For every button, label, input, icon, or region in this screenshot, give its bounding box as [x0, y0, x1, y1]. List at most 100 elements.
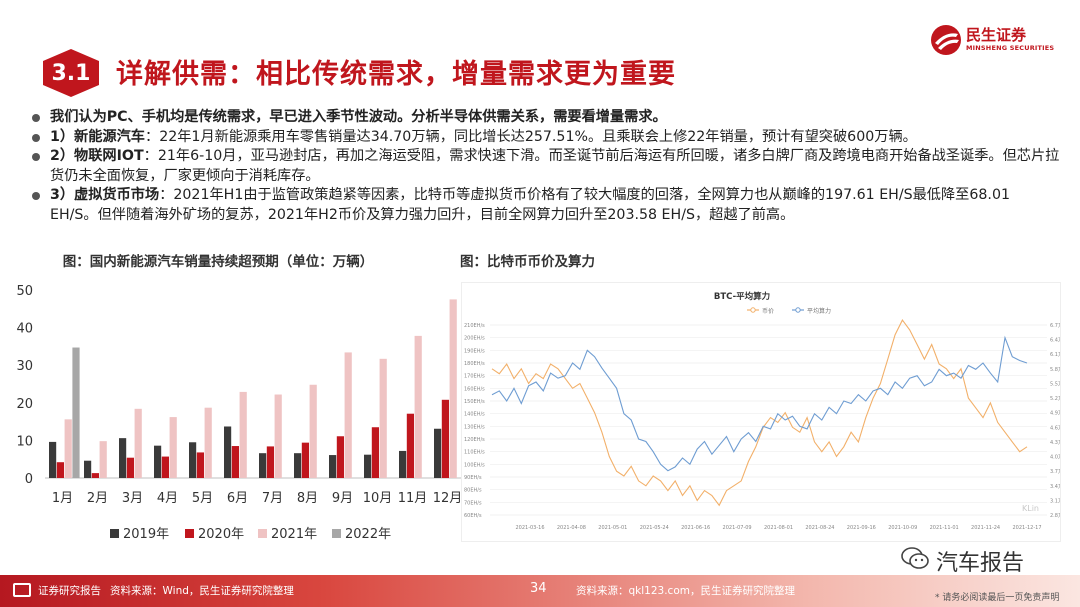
legend-swatch: [258, 529, 267, 538]
btc-x-tick-label: 2021-03-16: [515, 525, 544, 531]
bar: [309, 384, 317, 478]
legend-swatch: [185, 529, 194, 538]
bar: [189, 442, 197, 478]
btc-y-left-label: 200EH/s: [464, 336, 485, 342]
x-tick-label: 5月: [192, 491, 213, 506]
btc-x-tick-label: 2021-10-09: [888, 525, 917, 531]
report-book-icon: [13, 583, 31, 597]
btc-y-right-label: 3.7万: [1050, 469, 1060, 475]
legend-label: 2020年: [198, 527, 244, 542]
bullet-dot-icon: [32, 133, 40, 142]
bullet-dot-icon: [32, 114, 40, 122]
watermark-text: 汽车报告: [936, 551, 1025, 576]
btc-x-tick-label: 2021-05-24: [640, 525, 669, 531]
logo-name-cn: 民生证券: [966, 26, 1027, 44]
y-tick-label: 20: [16, 397, 33, 412]
btc-y-right-label: 6.4万: [1050, 338, 1060, 344]
btc-y-right-label: 4.3万: [1050, 440, 1060, 446]
x-tick-label: 1月: [52, 491, 73, 506]
btc-y-left-label: 70EH/s: [464, 500, 482, 506]
bar: [204, 407, 212, 478]
x-tick-label: 6月: [227, 491, 248, 506]
btc-x-tick-label: 2021-11-01: [930, 525, 959, 531]
btc-x-tick-label: 2021-11-24: [971, 525, 1000, 531]
disclaimer-note: * 请务必阅读最后一页免责声明: [935, 593, 1060, 603]
btc-y-left-label: 140EH/s: [464, 412, 485, 418]
x-tick-label: 8月: [297, 491, 318, 506]
y-tick-label: 40: [16, 322, 33, 337]
bullet-dot-icon: [32, 192, 40, 200]
bar: [72, 347, 80, 478]
legend-label: 2022年: [345, 527, 391, 542]
x-tick-label: 11月: [398, 491, 428, 506]
left-chart-caption: 图：国内新能源汽车销量持续超预期（单位：万辆）: [62, 254, 374, 270]
btc-series-line: [491, 335, 1028, 472]
btc-x-tick-label: 2021-05-01: [598, 525, 627, 531]
btc-y-left-label: 160EH/s: [464, 386, 485, 392]
footer-bar: 证券研究报告 资料来源：Wind，民生证券研究院整理 34 资料来源：qkl12…: [0, 575, 1080, 607]
bar: [91, 473, 99, 478]
bar: [56, 462, 64, 478]
bullet-text: ：22年1月新能源乘用车零售销量达34.70万辆，同比增长达257.51%。且乘…: [145, 128, 917, 145]
btc-chart-title: BTC-平均算力: [714, 291, 770, 302]
bar: [239, 391, 247, 478]
bar: [434, 428, 442, 478]
btc-y-left-label: 180EH/s: [464, 361, 485, 367]
btc-y-right-label: 4.9万: [1050, 411, 1060, 417]
bullet-list: 我们认为PC、手机均是传统需求，早已进入季节性波动。分析半导体供需关系，需要看增…: [30, 108, 1060, 225]
x-tick-label: 2月: [87, 491, 108, 506]
wechat-icon: [901, 547, 929, 569]
bar: [301, 442, 309, 478]
bar: [64, 419, 72, 478]
x-tick-label: 10月: [363, 491, 393, 506]
btc-x-tick-label: 2021-04-08: [557, 525, 586, 531]
btc-chart-panel: BTC-平均算力 币价 平均算力 210EH/s 200EH/s 190EH/s 180EH…: [462, 283, 1063, 541]
btc-watermark: KLin: [1022, 504, 1039, 513]
x-tick-label: 7月: [262, 491, 283, 506]
bar: [329, 455, 337, 478]
btc-x-tick-label: 2021-06-16: [681, 525, 710, 531]
bar: [274, 394, 282, 478]
bar: [364, 454, 372, 478]
btc-y-right-label: 2.8万: [1050, 513, 1060, 519]
bar: [119, 438, 127, 478]
bar: [406, 413, 414, 478]
bullet-text: ：21年6-10月，亚马逊封店，再加之海运受阻，需求快速下滑。而圣诞节前后海运有…: [50, 148, 1060, 184]
y-tick-label: 10: [16, 434, 33, 449]
btc-y-left-label: 150EH/s: [464, 399, 485, 405]
btc-y-left-label: 120EH/s: [464, 437, 485, 443]
bar: [259, 453, 267, 478]
bar: [196, 452, 204, 478]
brand-logo: 民生证券 MINSHENG SECURITIES: [930, 22, 1060, 58]
btc-series-line: [491, 319, 1028, 507]
bullet-dot-icon: [32, 153, 40, 161]
btc-y-right-label: 5.2万: [1050, 396, 1060, 402]
bullet-item: 2）物联网IOT：21年6-10月，亚马逊封店，再加之海运受阻，需求快速下滑。而…: [30, 147, 1060, 186]
btc-x-tick-label: 2021-07-09: [723, 525, 752, 531]
bar: [154, 445, 162, 478]
btc-y-left-label: 190EH/s: [464, 348, 485, 354]
btc-y-right-label: 6.7万: [1050, 323, 1060, 329]
bullet-item: 3）虚拟货币市场：2021年H1由于监管政策趋紧等因素，比特币等虚拟货币价格有了…: [30, 186, 1060, 225]
btc-y-left-label: 170EH/s: [464, 374, 485, 380]
btc-y-left-label: 90EH/s: [464, 475, 482, 481]
y-tick-label: 30: [16, 359, 33, 374]
btc-x-tick-label: 2021-08-24: [805, 525, 834, 531]
footer-source-right: 资料来源：qkl123.com，民生证券研究院整理: [576, 585, 795, 597]
bar: [99, 441, 107, 478]
bar: [126, 457, 134, 478]
bar: [399, 450, 407, 478]
footer-source-left: 资料来源：Wind，民生证券研究院整理: [110, 585, 294, 597]
section-number-badge: 3.1: [43, 49, 99, 97]
bar: [224, 426, 232, 478]
y-tick-label: 50: [16, 284, 33, 299]
btc-y-left-label: 80EH/s: [464, 488, 482, 494]
section-number: 3.1: [51, 60, 91, 86]
bar: [266, 446, 274, 478]
bar: [134, 408, 142, 478]
btc-y-left-label: 130EH/s: [464, 424, 485, 430]
btc-y-right-label: 6.1万: [1050, 352, 1060, 358]
bar: [336, 436, 344, 478]
btc-y-left-label: 60EH/s: [464, 513, 482, 519]
bar: [344, 352, 352, 478]
